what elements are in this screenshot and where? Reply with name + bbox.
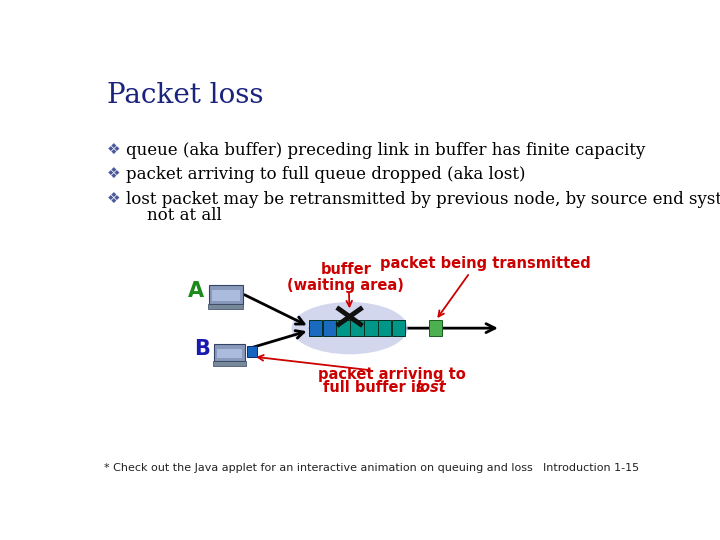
Text: lost: lost (415, 380, 446, 395)
FancyBboxPatch shape (217, 348, 242, 358)
Text: ❖: ❖ (107, 191, 121, 206)
Bar (351, 320, 364, 336)
Text: ❖: ❖ (107, 166, 121, 181)
Bar (309, 320, 322, 336)
Bar (429, 320, 442, 336)
Text: packet arriving to: packet arriving to (318, 367, 466, 382)
Text: A: A (188, 281, 204, 301)
Text: not at all: not at all (126, 207, 222, 224)
Text: packet being transmitted: packet being transmitted (380, 256, 590, 271)
Bar (378, 320, 392, 336)
Text: queue (aka buffer) preceding link in buffer has finite capacity: queue (aka buffer) preceding link in buf… (126, 142, 645, 159)
FancyBboxPatch shape (213, 361, 246, 367)
Text: buffer: buffer (320, 261, 372, 276)
Bar (246, 346, 256, 356)
Text: full buffer is: full buffer is (323, 380, 430, 395)
Text: (waiting area): (waiting area) (287, 278, 404, 293)
FancyBboxPatch shape (209, 285, 243, 304)
FancyBboxPatch shape (208, 304, 243, 309)
Ellipse shape (292, 302, 408, 354)
Text: * Check out the Java applet for an interactive animation on queuing and loss: * Check out the Java applet for an inter… (104, 463, 533, 473)
Text: Packet loss: Packet loss (107, 82, 264, 109)
FancyBboxPatch shape (214, 344, 245, 361)
FancyBboxPatch shape (212, 289, 240, 301)
Bar (323, 320, 336, 336)
Bar (336, 320, 350, 336)
Text: ❖: ❖ (107, 142, 121, 157)
Text: Introduction 1-15: Introduction 1-15 (543, 463, 639, 473)
Text: packet arriving to full queue dropped (aka lost): packet arriving to full queue dropped (a… (126, 166, 525, 184)
Bar (392, 320, 405, 336)
Text: B: B (194, 339, 210, 359)
Bar (364, 320, 377, 336)
Text: lost packet may be retransmitted by previous node, by source end system, or: lost packet may be retransmitted by prev… (126, 191, 720, 208)
